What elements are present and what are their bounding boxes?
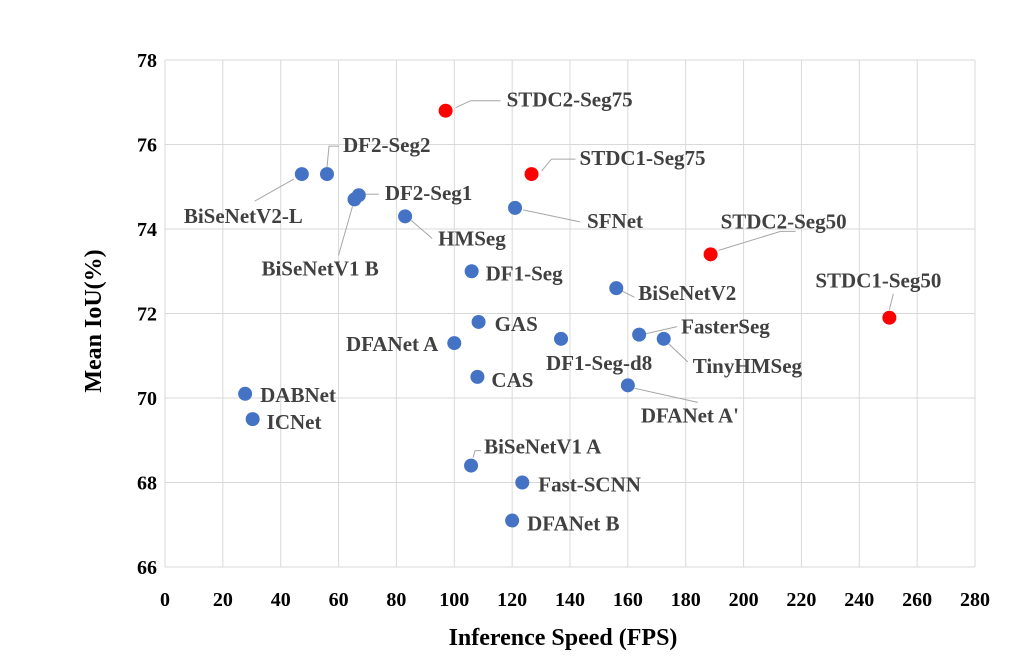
x-tick-label: 60 [329, 589, 349, 611]
x-axis-title: Inference Speed (FPS) [449, 625, 678, 651]
point-label: GAS [495, 312, 538, 336]
point-label: SFNet [587, 209, 643, 233]
leader-line [622, 290, 635, 298]
data-point [245, 412, 260, 427]
leader-line [326, 145, 339, 168]
point-label: FasterSeg [681, 315, 770, 339]
point-label: DF2-Seg2 [343, 133, 431, 157]
y-tick-label: 68 [137, 473, 157, 495]
data-point [347, 192, 362, 207]
point-label: DFANet B [527, 512, 619, 536]
data-point [505, 513, 520, 528]
x-tick-label: 80 [386, 589, 406, 611]
data-point [470, 369, 485, 384]
x-tick-label: 260 [902, 589, 932, 611]
x-tick-labels: 0 20 40 60 80 100 120 140 160 180 200 220 240 260 280 [160, 589, 990, 611]
point-label: DABNet [260, 383, 336, 407]
point-label: ICNet [267, 410, 322, 434]
x-tick-label: 20 [213, 589, 233, 611]
data-point [238, 386, 253, 401]
point-label: Fast-SCNN [538, 473, 641, 497]
data-point [294, 167, 309, 182]
data-point [609, 281, 624, 296]
data-point [464, 264, 479, 279]
x-tick-label: 220 [786, 589, 816, 611]
data-point [515, 475, 530, 490]
point-label: STDC2-Seg50 [721, 209, 847, 233]
data-point [508, 200, 523, 215]
data-point [632, 327, 647, 342]
data-point [656, 331, 671, 346]
y-tick-label: 70 [137, 388, 157, 410]
data-point [464, 458, 479, 473]
data-point [447, 336, 462, 351]
point-label: CAS [491, 368, 533, 392]
x-tick-label: 280 [960, 589, 990, 611]
x-tick-label: 180 [671, 589, 701, 611]
point-label: STDC2-Seg75 [507, 88, 633, 112]
point-label: DF1-Seg-d8 [546, 351, 652, 375]
leader-line [455, 100, 501, 109]
x-tick-label: 40 [271, 589, 291, 611]
leader-line [718, 230, 796, 251]
data-point [320, 167, 334, 182]
data-point [524, 167, 539, 182]
leader-line [646, 326, 678, 335]
x-tick-label: 120 [497, 589, 527, 611]
y-tick-label: 76 [137, 135, 157, 157]
leader-line [541, 158, 576, 172]
label-leader-lines [254, 100, 894, 458]
data-point [703, 247, 718, 262]
x-tick-label: 100 [439, 589, 469, 611]
leader-line [338, 206, 353, 256]
point-label: HMSeg [438, 226, 506, 250]
y-tick-label: 78 [137, 50, 157, 72]
point-label: STDC1-Seg50 [815, 269, 941, 293]
x-tick-label: 160 [613, 589, 643, 611]
y-tick-labels: 66 68 70 72 74 76 78 [137, 50, 157, 579]
y-axis-title: Mean IoU(%) [81, 249, 107, 392]
leader-line [254, 178, 295, 202]
leader-line [410, 219, 433, 239]
data-point [398, 209, 413, 224]
y-tick-label: 74 [137, 219, 157, 241]
point-label: BiSeNetV2 [638, 281, 736, 305]
point-label: DF2-Seg1 [385, 181, 473, 205]
leader-line [522, 209, 581, 223]
point-label: BiSeNetV2-L [184, 204, 303, 228]
leader-line [888, 293, 894, 310]
data-point [882, 310, 897, 325]
grid [164, 59, 976, 568]
point-label: STDC1-Seg75 [580, 146, 706, 170]
point-label: TinyHMSeg [693, 354, 803, 378]
y-tick-label: 66 [137, 557, 157, 579]
point-label: DFANet A [346, 332, 439, 356]
point-label: BiSeNetV1 A [484, 435, 602, 459]
point-label: DF1-Seg [486, 261, 563, 285]
point-label: DFANet A' [641, 403, 739, 427]
point-label: BiSeNetV1 B [261, 256, 378, 280]
data-point [438, 103, 453, 118]
leader-line [634, 387, 698, 403]
point-labels: STDC2-Seg75 STDC1-Seg75 STDC2-Seg50 STDC1-S… [184, 88, 942, 536]
y-tick-label: 72 [137, 304, 157, 326]
leader-line [472, 450, 482, 458]
x-tick-label: 0 [160, 589, 170, 611]
data-point [620, 378, 635, 393]
leader-line [668, 343, 689, 363]
x-tick-label: 140 [555, 589, 585, 611]
x-tick-label: 240 [844, 589, 874, 611]
data-point [471, 314, 486, 329]
data-points [238, 103, 897, 528]
x-tick-label: 200 [729, 589, 759, 611]
data-point [554, 331, 569, 346]
